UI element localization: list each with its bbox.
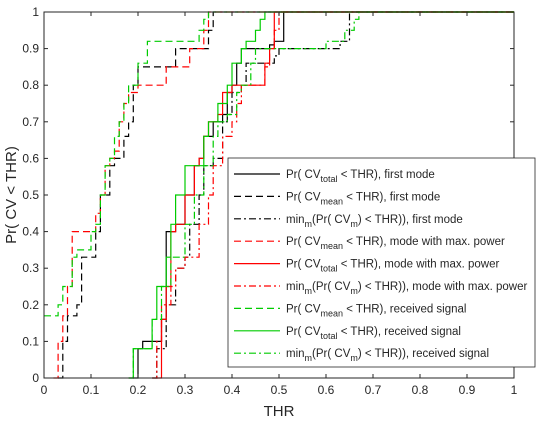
y-tick-label: 0.2 <box>22 298 39 312</box>
y-tick-label: 0.1 <box>22 334 39 348</box>
legend-entry-label: Pr( CVtotal < THR), received signal <box>286 326 461 341</box>
series-line-8 <box>128 11 514 379</box>
y-tick-label: 0.8 <box>22 78 39 92</box>
y-tick-label: 0.5 <box>22 188 39 202</box>
x-tick-label: 0.1 <box>83 383 100 397</box>
legend-entry-label: Pr( CVtotal < THR), mode with max. power <box>286 259 499 274</box>
y-tick-label: 0.9 <box>22 42 39 56</box>
y-tick-label: 0 <box>32 371 39 385</box>
legend: Pr( CVtotal < THR), first mode Pr( CVmean… <box>227 157 536 368</box>
y-tick-label: 0.4 <box>22 225 39 239</box>
y-axis-label: Pr( CV < THR) <box>3 146 20 244</box>
x-tick-label: 1 <box>511 383 518 397</box>
y-tick-label: 1 <box>32 5 39 19</box>
x-tick-label: 0.2 <box>130 383 147 397</box>
x-tick-label: 0.4 <box>224 383 241 397</box>
legend-entry-label: minm(Pr( CVm) < THR)), received signal <box>286 348 489 363</box>
x-tick-label: 0.5 <box>271 383 288 397</box>
tick-layer: 0 0.1 0.2 0.3 0.4 0.5 0.6 0.7 0.8 0.9 1 0 0.1 0.2 0.3 0… <box>22 5 517 397</box>
x-tick-label: 0.7 <box>365 383 382 397</box>
x-tick-label: 0.3 <box>177 383 194 397</box>
y-tick-label: 0.3 <box>22 261 39 275</box>
legend-entry-label: Pr( CVmean < THR), received signal <box>286 303 466 318</box>
legend-entry-label: Pr( CVmean < THR), first mode <box>286 191 440 206</box>
series-line-9 <box>128 11 514 379</box>
series-line-2 <box>58 11 514 379</box>
x-tick-label: 0 <box>41 383 48 397</box>
x-tick-label: 0.9 <box>459 383 476 397</box>
x-axis-label: THR <box>264 403 295 420</box>
y-tick-label: 0.6 <box>22 151 39 165</box>
x-tick-label: 0.6 <box>318 383 335 397</box>
legend-entry-label: Pr( CVtotal < THR), first mode <box>286 169 435 184</box>
legend-entry-label: minm(Pr( CVm) < THR)), first mode <box>286 214 463 229</box>
y-tick-label: 0.7 <box>22 115 39 129</box>
legend-box <box>227 157 536 368</box>
series-line-7 <box>44 11 514 317</box>
legend-entry-label: minm(Pr( CVm) < THR)), mode with max. po… <box>286 281 528 296</box>
legend-entries: Pr( CVtotal < THR), first mode Pr( CVmean… <box>234 169 528 363</box>
x-tick-label: 0.8 <box>412 383 429 397</box>
series-line-4 <box>53 11 514 379</box>
legend-entry-label: Pr( CVmean < THR), mode with max. power <box>286 236 505 251</box>
series-line-6 <box>152 11 514 379</box>
series-layer <box>44 11 514 379</box>
